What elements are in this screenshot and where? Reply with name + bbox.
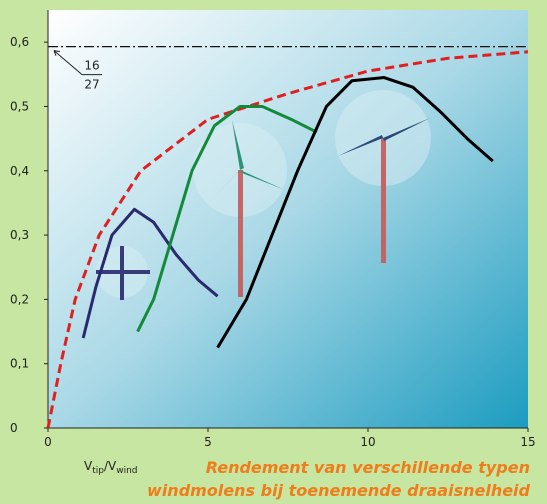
x-label-part: V	[84, 459, 93, 473]
betz-numerator: 16	[84, 59, 99, 73]
y-tick-label: 0,2	[10, 292, 29, 306]
x-label-sub: wind	[116, 466, 137, 476]
x-tick-label: 15	[520, 435, 535, 449]
y-tick-label: 0,5	[10, 99, 29, 113]
series-line	[216, 76, 494, 349]
y-tick-label: 0,3	[10, 228, 29, 242]
y-tick-label: 0,1	[10, 357, 29, 371]
x-axis-label: Vtip/Vwind	[84, 459, 138, 476]
turbine-icons	[96, 90, 431, 300]
x-tick-label: 0	[44, 435, 52, 449]
y-tick-label: 0,4	[10, 164, 29, 178]
series-line	[136, 104, 318, 333]
x-label-sub: tip	[92, 466, 104, 476]
y-tick-label: 0,6	[10, 35, 29, 49]
x-tick-label: 5	[204, 435, 212, 449]
caption: Rendement van verschillende typen	[206, 458, 530, 477]
x-label-part: /V	[104, 459, 117, 473]
betz-denominator: 27	[84, 78, 99, 92]
x-tick-label: 10	[360, 435, 375, 449]
y-tick-label: 0	[10, 421, 18, 435]
caption: windmolens bij toenemende draaisnelheid	[147, 481, 531, 500]
series-line	[46, 50, 529, 429]
betz-arrow	[53, 50, 83, 76]
plot-area	[48, 10, 528, 428]
series-line	[81, 207, 219, 339]
